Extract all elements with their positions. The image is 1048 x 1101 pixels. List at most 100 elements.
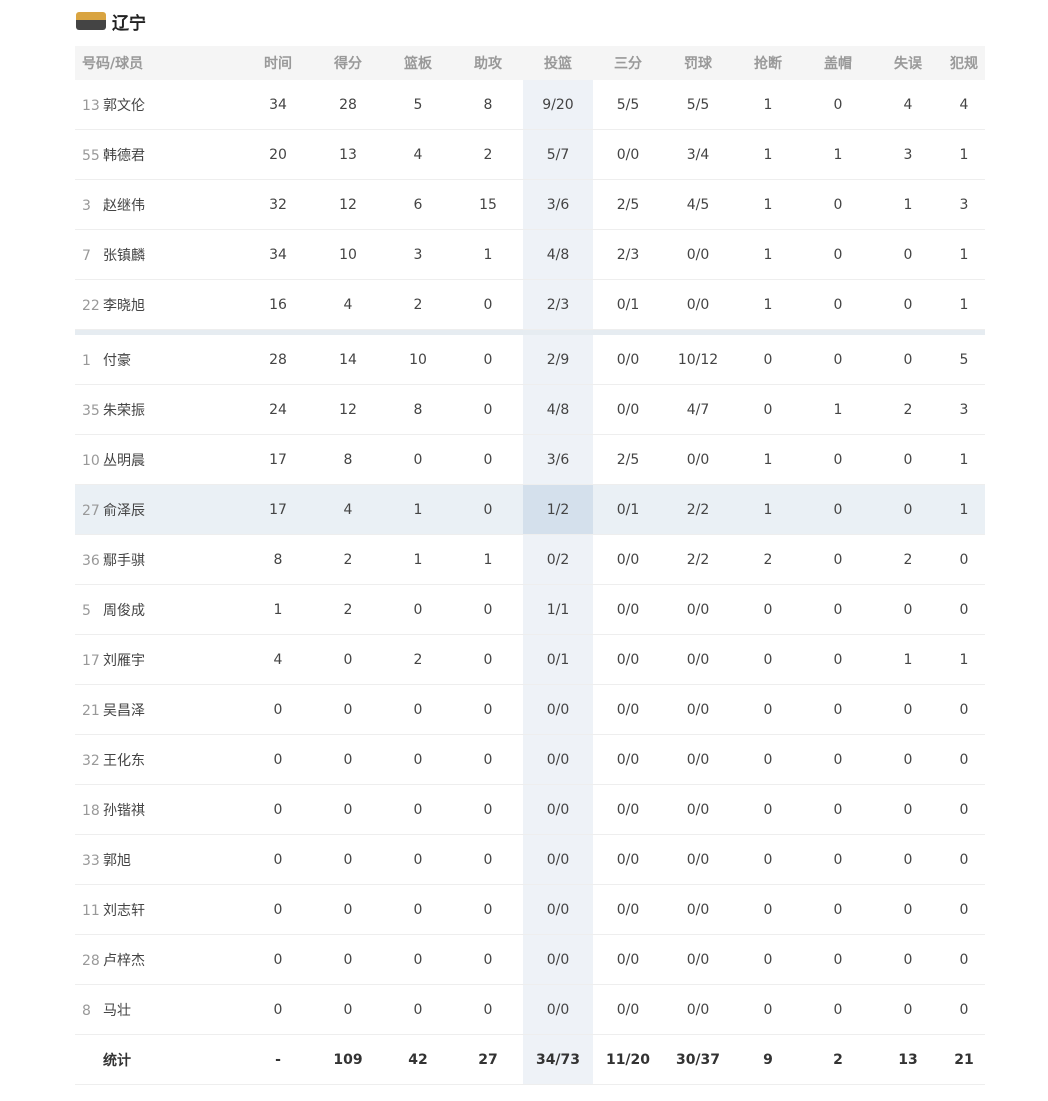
stat-cell: 0 [383, 834, 453, 885]
stat-cell: 0 [383, 884, 453, 935]
stat-cell: 0/0 [593, 384, 663, 435]
player-number: 17 [82, 652, 100, 669]
player-name[interactable]: 朱荣振 [103, 402, 145, 419]
player-cell: 35 朱荣振 [75, 384, 243, 435]
stat-cell: 0/0 [663, 434, 733, 485]
stat-cell: 0 [803, 934, 873, 985]
stat-cell: 4 [313, 484, 383, 535]
stat-cell: 1 [803, 129, 873, 180]
player-row[interactable]: 22 李晓旭 16 4 2 0 2/3 0/1 0/0 1 0 0 1 [75, 279, 985, 330]
player-name[interactable]: 鄢手骐 [103, 552, 145, 569]
player-row[interactable]: 17 刘雁宇 4 0 2 0 0/1 0/0 0/0 0 0 1 1 [75, 634, 985, 685]
stat-cell: 17 [243, 434, 313, 485]
column-header[interactable]: 抢断 [733, 46, 803, 80]
stat-cell: 0 [873, 984, 943, 1035]
total-cell: 30/37 [663, 1034, 733, 1085]
player-name[interactable]: 郭文伦 [103, 97, 145, 114]
stat-cell: 0/0 [523, 834, 593, 885]
player-name[interactable]: 刘雁宇 [103, 652, 145, 669]
stat-cell: 1/2 [523, 484, 593, 535]
total-cell: 9 [733, 1034, 803, 1085]
stat-cell: 0 [383, 684, 453, 735]
player-name[interactable]: 张镇麟 [103, 247, 145, 264]
stat-cell: 0 [803, 834, 873, 885]
stat-cell: 17 [243, 484, 313, 535]
player-row[interactable]: 1 付豪 28 14 10 0 2/9 0/0 10/12 0 0 0 5 [75, 335, 985, 385]
column-header[interactable]: 罚球 [663, 46, 733, 80]
stat-cell: 4 [383, 129, 453, 180]
stat-cell: 0 [873, 884, 943, 935]
stat-cell: 0/0 [523, 884, 593, 935]
stat-cell: 1 [733, 129, 803, 180]
stat-cell: 0/0 [663, 279, 733, 330]
stat-cell: 2/2 [663, 484, 733, 535]
stat-cell: 16 [243, 279, 313, 330]
column-header[interactable]: 失误 [873, 46, 943, 80]
stat-cell: 0/0 [523, 984, 593, 1035]
player-name[interactable]: 王化东 [103, 752, 145, 769]
stat-cell: 0 [243, 734, 313, 785]
player-row[interactable]: 18 孙锴祺 0 0 0 0 0/0 0/0 0/0 0 0 0 0 [75, 784, 985, 835]
player-row[interactable]: 35 朱荣振 24 12 8 0 4/8 0/0 4/7 0 1 2 3 [75, 384, 985, 435]
stat-cell: 0 [803, 884, 873, 935]
player-name[interactable]: 孙锴祺 [103, 802, 145, 819]
column-header[interactable]: 得分 [313, 46, 383, 80]
player-row[interactable]: 36 鄢手骐 8 2 1 1 0/2 0/0 2/2 2 0 2 0 [75, 534, 985, 585]
stat-cell: 4/5 [663, 179, 733, 230]
player-number: 27 [82, 502, 100, 519]
player-row[interactable]: 21 吴昌泽 0 0 0 0 0/0 0/0 0/0 0 0 0 0 [75, 684, 985, 735]
player-row[interactable]: 27 俞泽辰 17 4 1 0 1/2 0/1 2/2 1 0 0 1 [75, 484, 985, 535]
player-row[interactable]: 32 王化东 0 0 0 0 0/0 0/0 0/0 0 0 0 0 [75, 734, 985, 785]
stat-cell: 0/0 [523, 934, 593, 985]
stat-cell: 1 [943, 229, 985, 280]
player-row[interactable]: 10 丛明晨 17 8 0 0 3/6 2/5 0/0 1 0 0 1 [75, 434, 985, 485]
player-row[interactable]: 13 郭文伦 34 28 5 8 9/20 5/5 5/5 1 0 4 4 [75, 80, 985, 130]
total-cell: 11/20 [593, 1034, 663, 1085]
player-row[interactable]: 33 郭旭 0 0 0 0 0/0 0/0 0/0 0 0 0 0 [75, 834, 985, 885]
player-row[interactable]: 28 卢梓杰 0 0 0 0 0/0 0/0 0/0 0 0 0 0 [75, 934, 985, 985]
player-row[interactable]: 11 刘志轩 0 0 0 0 0/0 0/0 0/0 0 0 0 0 [75, 884, 985, 935]
player-row[interactable]: 55 韩德君 20 13 4 2 5/7 0/0 3/4 1 1 3 1 [75, 129, 985, 180]
stat-cell: 1 [383, 534, 453, 585]
stat-cell: 34 [243, 229, 313, 280]
player-name[interactable]: 吴昌泽 [103, 702, 145, 719]
stat-cell: 0 [453, 434, 523, 485]
column-header[interactable]: 时间 [243, 46, 313, 80]
player-cell: 1 付豪 [75, 335, 243, 385]
stat-cell: 0 [733, 684, 803, 735]
player-name[interactable]: 卢梓杰 [103, 952, 145, 969]
player-name[interactable]: 俞泽辰 [103, 502, 145, 519]
column-header[interactable]: 篮板 [383, 46, 453, 80]
player-name[interactable]: 付豪 [103, 352, 131, 369]
stat-cell: 2 [733, 534, 803, 585]
stat-cell: 2 [313, 534, 383, 585]
player-name[interactable]: 李晓旭 [103, 297, 145, 314]
stat-cell: 0 [873, 934, 943, 985]
column-header[interactable]: 投篮 [523, 46, 593, 80]
player-name[interactable]: 丛明晨 [103, 452, 145, 469]
player-name[interactable]: 马壮 [103, 1002, 131, 1019]
stat-cell: 2 [873, 534, 943, 585]
player-name[interactable]: 郭旭 [103, 852, 131, 869]
column-header[interactable]: 犯规 [943, 46, 985, 80]
stat-cell: 5/5 [663, 80, 733, 130]
column-header[interactable]: 盖帽 [803, 46, 873, 80]
column-header[interactable]: 助攻 [453, 46, 523, 80]
player-row[interactable]: 8 马壮 0 0 0 0 0/0 0/0 0/0 0 0 0 0 [75, 984, 985, 1035]
column-header[interactable]: 号码/球员 [75, 46, 243, 80]
player-name[interactable]: 赵继伟 [103, 197, 145, 214]
player-row[interactable]: 3 赵继伟 32 12 6 15 3/6 2/5 4/5 1 0 1 3 [75, 179, 985, 230]
stat-cell: 5/7 [523, 129, 593, 180]
player-name[interactable]: 刘志轩 [103, 902, 145, 919]
player-name[interactable]: 韩德君 [103, 147, 145, 164]
column-header[interactable]: 三分 [593, 46, 663, 80]
player-row[interactable]: 5 周俊成 1 2 0 0 1/1 0/0 0/0 0 0 0 0 [75, 584, 985, 635]
player-row[interactable]: 7 张镇麟 34 10 3 1 4/8 2/3 0/0 1 0 0 1 [75, 229, 985, 280]
stat-cell: 0/0 [593, 129, 663, 180]
stat-cell: 2/5 [593, 434, 663, 485]
stat-cell: 3/6 [523, 179, 593, 230]
player-number: 28 [82, 952, 100, 969]
stat-cell: 2/9 [523, 335, 593, 385]
player-name[interactable]: 周俊成 [103, 602, 145, 619]
stat-cell: 13 [313, 129, 383, 180]
